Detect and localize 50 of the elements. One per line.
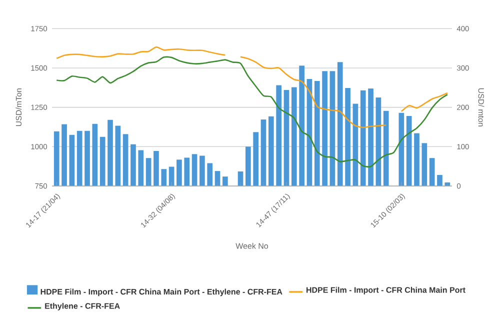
bar [138, 150, 144, 186]
bar [284, 90, 290, 186]
bar [207, 163, 213, 186]
bar [154, 150, 159, 186]
bar [222, 176, 228, 186]
bar [368, 88, 374, 186]
bar [69, 134, 75, 186]
bar [383, 110, 389, 186]
line-series [56, 56, 448, 168]
bar [108, 120, 113, 186]
bar [62, 124, 67, 186]
bar [84, 130, 90, 186]
bar [115, 126, 121, 186]
bar [314, 80, 320, 186]
bar [92, 124, 98, 186]
bar [337, 62, 343, 186]
bar [299, 66, 304, 186]
legend-label: HDPE Film - Import - CFR China Main Port - Ethylene - CFR-FEA [40, 288, 282, 296]
bar [322, 71, 328, 186]
bar [130, 144, 136, 186]
bar [291, 87, 297, 186]
bar [330, 71, 336, 186]
legend-label: HDPE Film - Import - CFR China Main Port [306, 286, 466, 294]
bar [268, 116, 274, 186]
bar [406, 116, 412, 186]
bar [437, 174, 442, 186]
bar [246, 146, 251, 186]
legend-label: Ethylene - CFR-FEA [45, 302, 120, 310]
bar [146, 158, 152, 186]
bar [345, 88, 350, 186]
y2-axis-title: USD/ mton [478, 88, 484, 126]
bar [192, 154, 198, 186]
bar [76, 130, 82, 186]
bar [360, 90, 366, 186]
bar [429, 158, 435, 186]
bar [176, 160, 182, 186]
bar [100, 136, 106, 186]
y-axis-title: USD/mTon [16, 88, 22, 126]
bar [161, 169, 167, 186]
bar [122, 134, 128, 186]
bar [260, 120, 266, 186]
bar [253, 132, 258, 186]
bar [200, 156, 205, 186]
bar [398, 112, 404, 186]
x-axis-title: Week No [236, 242, 268, 249]
bar [422, 143, 428, 186]
bar [184, 158, 190, 186]
bar [276, 85, 282, 186]
bar [414, 133, 420, 186]
bar [54, 131, 60, 186]
